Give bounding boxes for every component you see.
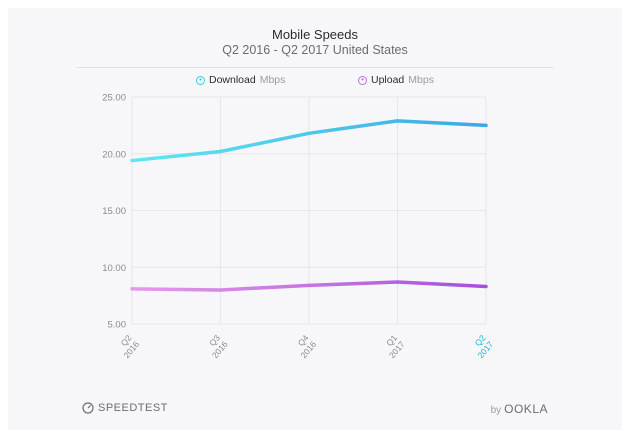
- ookla-prefix: by: [490, 405, 502, 416]
- download-legend-label: Download: [209, 74, 256, 86]
- chart-title: Mobile Speeds: [272, 27, 358, 42]
- legend-item-download[interactable]: • Download Mbps: [196, 74, 285, 86]
- x-tick-label: Q32016: [202, 333, 230, 361]
- chart-subtitle: Q2 2016 - Q2 2017 United States: [222, 43, 408, 57]
- title-divider: [76, 67, 554, 68]
- upload-legend-unit: Mbps: [408, 74, 434, 86]
- x-tick-label: Q12017: [379, 333, 407, 361]
- speedtest-brand-text: SPEEDTEST: [98, 402, 168, 414]
- y-tick-label: 15.00: [102, 206, 126, 217]
- chart-card: [8, 8, 622, 430]
- speedtest-logo: SPEEDTEST: [82, 402, 168, 414]
- download-legend-unit: Mbps: [259, 74, 286, 86]
- x-tick-label: Q42016: [291, 333, 319, 361]
- ookla-brand-text: OOKLA: [504, 402, 548, 416]
- upload-legend-label: Upload: [371, 74, 405, 86]
- y-tick-label: 5.00: [108, 320, 127, 331]
- y-tick-label: 20.00: [102, 149, 126, 160]
- download-legend-icon: •: [196, 75, 205, 85]
- legend-item-upload[interactable]: • Upload Mbps: [358, 74, 434, 86]
- ookla-logo: by OOKLA: [491, 402, 548, 416]
- upload-legend-icon: •: [358, 75, 367, 85]
- y-tick-label: 10.00: [102, 263, 126, 274]
- y-tick-label: 25.00: [102, 93, 126, 104]
- speedometer-icon: [82, 402, 94, 414]
- series-line-upload: [130, 280, 488, 292]
- x-tick-label: Q22017: [468, 333, 496, 361]
- series-line-download: [130, 119, 488, 163]
- x-tick-label: Q22016: [114, 333, 142, 361]
